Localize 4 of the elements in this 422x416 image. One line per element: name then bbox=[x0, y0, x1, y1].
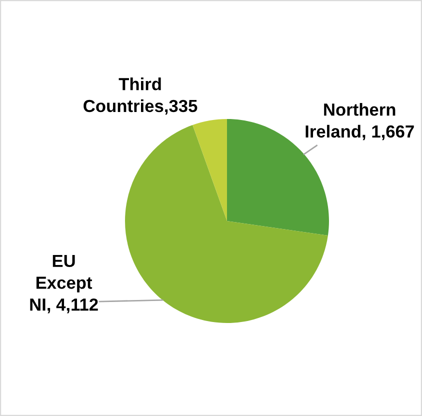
pie-slice bbox=[192, 119, 227, 221]
slice-label: Northern Ireland, 1,667 bbox=[306, 103, 414, 140]
slice-label: Third Countries,335 bbox=[84, 78, 198, 115]
slice-label: EU Except NI, 4,112 bbox=[30, 254, 98, 314]
